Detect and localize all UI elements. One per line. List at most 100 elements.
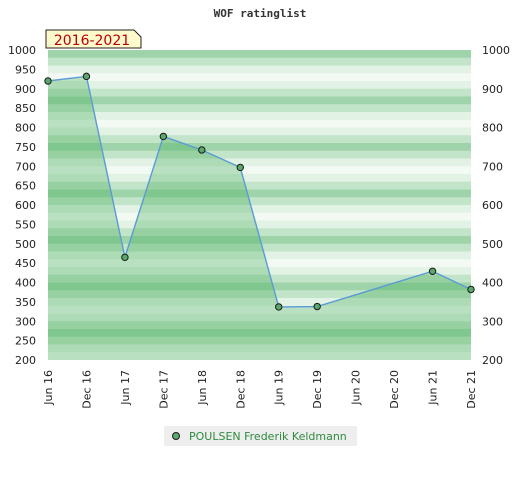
background-band: [48, 352, 471, 361]
y-tick-label-left: 200: [15, 354, 36, 367]
y-tick-label-left: 800: [15, 122, 36, 135]
x-tick-label: Dec 19: [311, 370, 324, 409]
background-band: [48, 329, 471, 338]
period-badge: 2016-2021: [45, 29, 142, 49]
background-band: [48, 298, 471, 307]
background-band: [48, 212, 471, 221]
background-band: [48, 313, 471, 322]
data-point: [275, 303, 283, 311]
y-tick-label-left: 350: [15, 296, 36, 309]
background-bands: [48, 50, 471, 361]
background-band: [48, 88, 471, 97]
y-tick-label-right: 400: [482, 277, 503, 290]
background-band: [48, 96, 471, 105]
background-band: [48, 243, 471, 252]
x-tick-label: Jun 17: [119, 370, 132, 406]
background-band: [48, 181, 471, 190]
legend-box: [164, 426, 357, 446]
y-tick-label-left: 1000: [8, 44, 36, 57]
y-tick-label-left: 250: [15, 335, 36, 348]
background-band: [48, 104, 471, 113]
y-tick-label-left: 500: [15, 238, 36, 251]
y-tick-label-left: 700: [15, 160, 36, 173]
data-point: [198, 146, 206, 154]
background-band: [48, 112, 471, 121]
background-band: [48, 73, 471, 82]
background-band: [48, 57, 471, 66]
background-band: [48, 290, 471, 299]
background-band: [48, 119, 471, 128]
data-point: [44, 77, 52, 85]
y-tick-label-right: 900: [482, 83, 503, 96]
data-point: [467, 285, 475, 294]
y-axis-left: 1000 950 900 850 800 750 700 650 600 550 500 450 400…: [8, 44, 36, 367]
x-tick-label: Dec 18: [234, 370, 247, 409]
background-band: [48, 174, 471, 183]
data-point: [82, 72, 91, 81]
background-band: [48, 166, 471, 175]
background-band: [48, 267, 471, 276]
series-layer: [44, 72, 475, 360]
legend-marker: [172, 432, 180, 440]
y-tick-label-right: 600: [482, 199, 503, 212]
y-axis-right: 1000 900 800 700 600 500 400 300 200: [482, 44, 510, 367]
background-band: [48, 127, 471, 136]
y-tick-label-left: 950: [15, 63, 36, 76]
background-band: [48, 189, 471, 198]
background-band: [48, 65, 471, 74]
y-tick-label-right: 1000: [482, 44, 510, 57]
chart-title: WOF ratinglist: [214, 7, 307, 20]
x-axis: Jun 16 Dec 16 Jun 17 Dec 17 Jun 18 Dec 18 Jun …: [42, 370, 478, 409]
background-band: [48, 158, 471, 167]
background-band: [48, 50, 471, 59]
y-tick-label-left: 850: [15, 102, 36, 115]
y-tick-label-left: 300: [15, 315, 36, 328]
y-tick-label-left: 550: [15, 218, 36, 231]
legend-label: POULSEN Frederik Keldmann: [189, 430, 347, 443]
x-tick-label: Dec 21: [465, 370, 478, 409]
background-band: [48, 143, 471, 152]
background-band: [48, 197, 471, 206]
x-tick-label: Dec 16: [80, 370, 93, 409]
y-tick-label-right: 200: [482, 354, 503, 367]
background-band: [48, 236, 471, 245]
background-band: [48, 344, 471, 353]
x-tick-label: Jun 21: [427, 370, 440, 406]
series-line: [47, 75, 472, 308]
series-area: [48, 76, 471, 360]
period-label: 2016-2021: [54, 33, 130, 49]
y-tick-label-left: 400: [15, 277, 36, 290]
data-point: [236, 163, 244, 172]
y-tick-label-right: 700: [482, 160, 503, 173]
data-point: [121, 253, 129, 262]
x-tick-label: Jun 20: [350, 370, 363, 406]
y-tick-label-left: 600: [15, 199, 36, 212]
background-band: [48, 135, 471, 144]
background-band: [48, 228, 471, 237]
y-tick-label-right: 300: [482, 315, 503, 328]
y-tick-label-left: 750: [15, 141, 36, 154]
y-tick-label-right: 500: [482, 238, 503, 251]
y-tick-label-left: 450: [15, 257, 36, 270]
background-band: [48, 251, 471, 260]
x-tick-label: Jun 18: [196, 370, 209, 406]
background-band: [48, 305, 471, 314]
x-tick-label: Jun 16: [42, 370, 55, 406]
background-band: [48, 336, 471, 345]
background-band: [48, 81, 471, 90]
legend: POULSEN Frederik Keldmann: [164, 426, 357, 446]
background-band: [48, 321, 471, 330]
data-point: [159, 132, 168, 141]
background-band: [48, 220, 471, 229]
background-band: [48, 282, 471, 291]
x-tick-label: Dec 17: [157, 370, 170, 409]
x-tick-label: Jun 19: [273, 370, 286, 406]
background-band: [48, 259, 471, 268]
background-band: [48, 274, 471, 283]
x-tick-label: Dec 20: [388, 370, 401, 409]
data-point: [428, 267, 437, 275]
y-tick-label-right: 800: [482, 122, 503, 135]
background-band: [48, 150, 471, 159]
